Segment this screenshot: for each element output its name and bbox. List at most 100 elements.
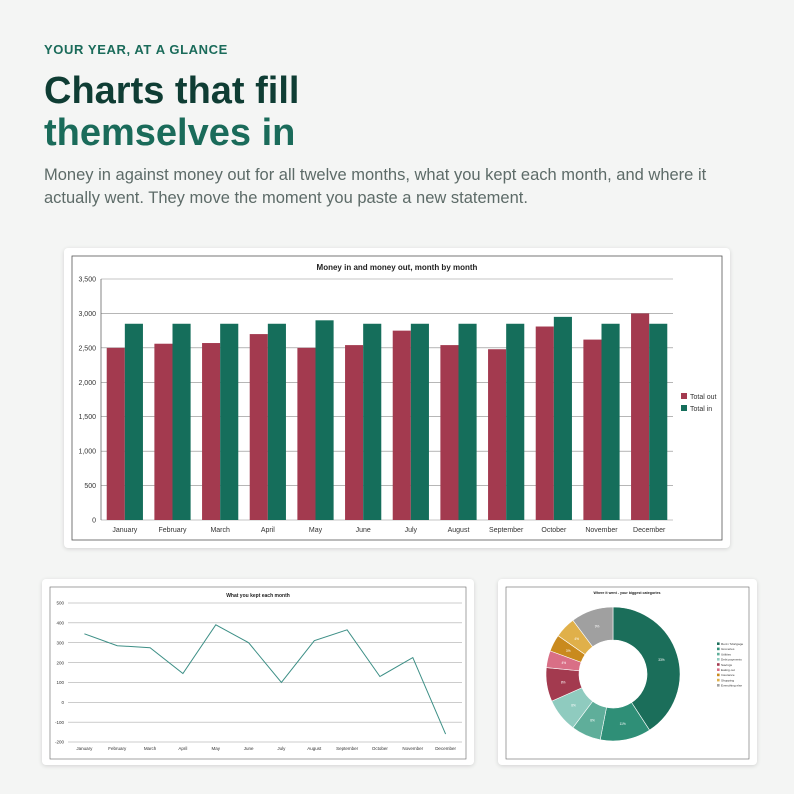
x-tick-label: June (356, 527, 371, 534)
chart-frame (71, 255, 723, 541)
bar (601, 323, 620, 520)
line-chart: What you kept each month -200 -100 0 100 200 3… (49, 586, 467, 760)
x-tick-label: September (489, 527, 524, 534)
chart-title: What you kept each month (226, 593, 290, 599)
bar (363, 323, 382, 520)
y-tick-label: 500 (84, 483, 96, 490)
y-tick-label: -100 (55, 720, 65, 725)
x-tick-label: July (277, 746, 286, 751)
bar (535, 326, 554, 520)
bar (488, 349, 507, 520)
bar (315, 320, 334, 520)
legend-swatch (681, 393, 687, 399)
bar (631, 313, 650, 520)
legend-swatch (717, 684, 720, 687)
x-tick-label: January (112, 527, 137, 534)
donut-slice (572, 606, 614, 648)
bar-chart: Money in and money out, month by month 0 5… (71, 255, 723, 541)
x-tick-label: February (108, 746, 127, 751)
slice-label: 3% (566, 649, 571, 653)
legend-swatch (717, 678, 720, 682)
x-tick-label: October (541, 527, 567, 534)
bar (553, 316, 572, 520)
legend-swatch (717, 658, 720, 661)
legend-label: Everything else (721, 684, 742, 688)
legend-label: Savings (721, 663, 732, 667)
slice-label: 8% (561, 680, 566, 684)
bar (649, 323, 668, 520)
legend-swatch (681, 405, 687, 411)
legend-label: Debt payments (721, 658, 742, 662)
legend-swatch (717, 673, 720, 677)
legend-label: Eating out (721, 668, 735, 672)
legend-label: Rent / Mortgage (721, 642, 743, 646)
x-tick-label: November (585, 527, 618, 534)
y-tick-label: 2,500 (78, 345, 96, 352)
chart-title: Where it went - your biggest categories (593, 591, 660, 595)
legend-label: Groceries (721, 647, 735, 651)
page-subtitle: Money in against money out for all twelv… (44, 166, 707, 207)
bar (458, 323, 477, 520)
slice-label: 33% (658, 658, 665, 662)
legend-swatch (717, 652, 720, 656)
x-tick-label: June (244, 746, 254, 751)
bar (345, 345, 364, 520)
donut-chart: Where it went - your biggest categories 3… (505, 586, 750, 760)
y-tick-label: 100 (56, 680, 64, 685)
series-line (84, 624, 447, 735)
y-tick-label: 400 (56, 621, 64, 626)
page-headline: Charts that fill themselves in (44, 70, 299, 154)
x-tick-label: May (211, 746, 220, 751)
x-tick-label: September (336, 746, 359, 751)
x-tick-label: November (402, 746, 423, 751)
legend-label: Total in (690, 406, 712, 413)
x-tick-label: August (307, 746, 322, 751)
bar (410, 323, 429, 520)
bar (583, 339, 602, 520)
headline-line-1: Charts that fill (44, 70, 300, 112)
slice-label: 11% (620, 722, 626, 726)
y-tick-label: 300 (56, 640, 64, 645)
y-tick-label: 3,000 (78, 311, 96, 318)
bar (202, 343, 221, 520)
bar (106, 347, 125, 520)
chart-title: Money in and money out, month by month (317, 263, 478, 272)
y-tick-label: 200 (56, 660, 64, 665)
line-chart-card: What you kept each month -200 -100 0 100 200 3… (42, 579, 474, 765)
bar (392, 330, 411, 520)
bar-chart-card: Money in and money out, month by month 0 5… (64, 248, 730, 548)
headline-line-2: themselves in (44, 112, 296, 154)
y-tick-label: 0 (61, 700, 64, 705)
x-tick-label: December (435, 746, 456, 751)
legend-swatch (717, 668, 720, 671)
legend-swatch (717, 642, 720, 645)
y-tick-label: 1,000 (78, 449, 96, 456)
y-tick-label: 500 (56, 601, 64, 606)
y-tick-label: -200 (55, 740, 65, 745)
x-tick-label: February (158, 527, 187, 534)
x-tick-label: October (372, 746, 389, 751)
slice-label: 8% (590, 718, 595, 722)
donut-slice (612, 606, 681, 731)
x-tick-label: January (76, 746, 93, 751)
y-tick-label: 2,000 (78, 380, 96, 387)
bar (220, 323, 239, 520)
legend-swatch (717, 663, 720, 666)
legend-label: Utilities (721, 652, 731, 656)
legend-label: Shopping (721, 678, 734, 682)
donut-chart-card: Where it went - your biggest categories 3… (498, 579, 757, 765)
legend-swatch (717, 647, 720, 651)
legend-label: Insurance (721, 673, 735, 677)
bar (172, 323, 191, 520)
x-tick-label: April (178, 746, 187, 751)
bar (124, 323, 143, 520)
bar (297, 347, 316, 520)
y-tick-label: 1,500 (78, 414, 96, 421)
x-tick-label: July (405, 527, 418, 534)
slice-label: 8% (571, 704, 576, 708)
chart-frame (49, 586, 467, 760)
bar (267, 323, 286, 520)
x-tick-label: April (261, 527, 275, 534)
bar (506, 323, 525, 520)
eyebrow-label: YOUR YEAR, AT A GLANCE (44, 42, 228, 57)
